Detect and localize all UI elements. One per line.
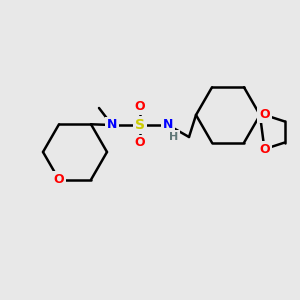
Text: O: O xyxy=(54,173,64,186)
Text: O: O xyxy=(135,136,145,149)
Text: O: O xyxy=(135,100,145,113)
Text: N: N xyxy=(163,118,173,131)
Text: H: H xyxy=(169,132,178,142)
Text: S: S xyxy=(135,118,145,132)
Text: N: N xyxy=(107,118,117,131)
Text: O: O xyxy=(259,108,270,122)
Text: O: O xyxy=(259,142,270,156)
